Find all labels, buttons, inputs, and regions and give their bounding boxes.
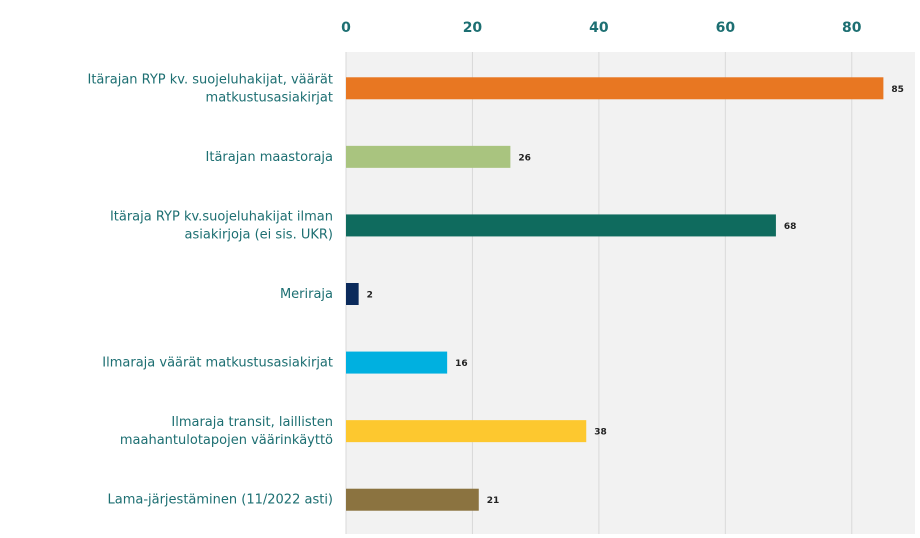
label-line: asiakirjoja (ei sis. UKR)	[185, 227, 333, 242]
value-label: 68	[784, 222, 797, 232]
value-label: 21	[487, 496, 500, 506]
label-line: matkustusasiakirjat	[206, 90, 333, 105]
label-line: Ilmaraja transit, laillisten	[171, 415, 333, 430]
y-tick-label: Itäraja RYP kv.suojeluhakijat ilman asiak…	[110, 209, 333, 242]
value-label: 26	[518, 153, 531, 163]
x-tick-label: 20	[463, 20, 483, 36]
x-tick-label: 60	[716, 20, 736, 36]
bar	[346, 488, 479, 511]
y-tick-label: Itärajan RYP kv. suojeluhakijat, väärät m…	[88, 72, 334, 105]
bar	[346, 214, 776, 237]
y-tick-label: Meriraja	[280, 287, 333, 302]
value-label: 2	[367, 291, 373, 301]
plot-area	[346, 52, 915, 534]
label-line: Lama-järjestäminen (11/2022 asti)	[107, 492, 333, 507]
x-tick-label: 40	[589, 20, 609, 36]
bar	[346, 420, 587, 443]
label-line: Itärajan maastoraja	[206, 149, 333, 164]
label-line: Ilmaraja väärät matkustusasiakirjat	[102, 355, 333, 370]
value-label: 85	[891, 85, 904, 95]
value-label: 38	[594, 428, 607, 438]
value-label: 16	[455, 359, 468, 369]
y-tick-label: Ilmaraja transit, laillisten maahantulota…	[120, 415, 333, 448]
bar	[346, 351, 448, 374]
label-line: maahantulotapojen väärinkäyttö	[120, 433, 333, 448]
x-tick-label: 80	[842, 20, 862, 36]
bar	[346, 77, 884, 100]
bar	[346, 145, 511, 168]
x-tick-label: 0	[341, 20, 351, 36]
y-tick-label: Itärajan maastoraja	[206, 149, 333, 164]
label-line: Meriraja	[280, 287, 333, 302]
y-tick-label: Lama-järjestäminen (11/2022 asti)	[107, 492, 333, 507]
label-line: Itäraja RYP kv.suojeluhakijat ilman	[110, 209, 333, 224]
label-line: Itärajan RYP kv. suojeluhakijat, väärät	[88, 72, 334, 87]
bar	[346, 283, 359, 305]
y-tick-label: Ilmaraja väärät matkustusasiakirjat	[102, 355, 333, 370]
